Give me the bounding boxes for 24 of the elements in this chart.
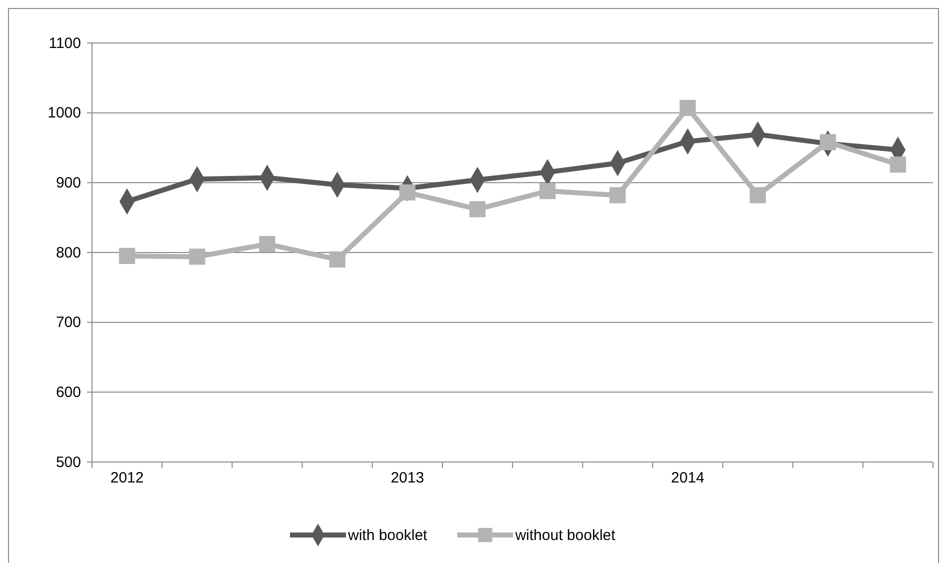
point <box>329 251 346 268</box>
y-tick-label: 1000 <box>48 104 81 122</box>
point <box>469 201 486 218</box>
point <box>610 187 626 204</box>
point <box>539 182 556 200</box>
point <box>259 236 276 252</box>
y-tick-label: 500 <box>56 454 81 471</box>
y-tick-label: 900 <box>56 174 81 192</box>
legend-label: with booklet <box>347 527 428 544</box>
y-tick-label: 600 <box>56 384 81 401</box>
y-tick-label: 1100 <box>48 34 81 52</box>
point <box>118 248 136 264</box>
point <box>890 156 906 173</box>
point <box>189 248 206 265</box>
y-tick-label: 700 <box>56 314 81 332</box>
y-tick-label: 800 <box>56 244 81 262</box>
point <box>750 187 766 204</box>
point <box>820 134 836 150</box>
point <box>399 184 416 201</box>
point <box>680 100 696 116</box>
x-tick-label: 2012 <box>110 470 144 487</box>
x-tick-label: 2014 <box>671 470 704 487</box>
x-tick-label: 2013 <box>390 470 424 487</box>
legend-label: without booklet <box>514 527 616 544</box>
